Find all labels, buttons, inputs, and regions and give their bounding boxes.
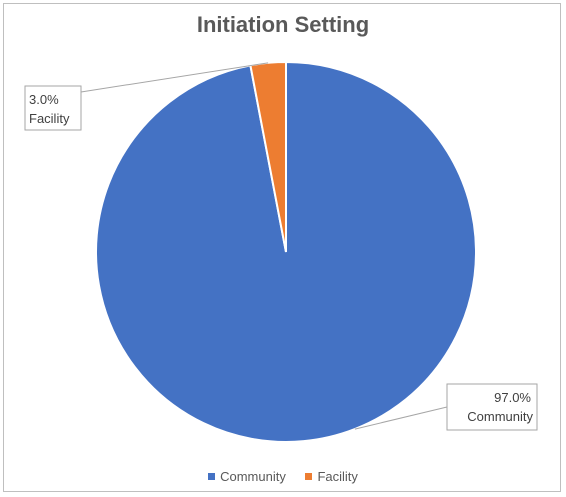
data-label-percent-community: 97.0% xyxy=(494,390,531,405)
legend-swatch-facility xyxy=(305,473,313,481)
chart-title: Initiation Setting xyxy=(196,12,370,37)
data-label-percent-facility: 3.0% xyxy=(29,92,59,107)
data-label-category-community: Community xyxy=(467,409,533,424)
data-label-box-community xyxy=(446,383,538,431)
legend-item-facility: Facility xyxy=(305,469,358,484)
legend-swatch-community xyxy=(208,473,216,481)
legend-item-community: Community xyxy=(208,469,286,484)
leader-line-community xyxy=(354,406,448,430)
legend: Community Facility xyxy=(0,469,566,484)
legend-label-community: Community xyxy=(220,469,286,484)
data-label-category-facility: Facility xyxy=(29,111,70,126)
leader-line-facility xyxy=(80,62,269,93)
legend-label-facility: Facility xyxy=(317,469,358,484)
data-label-box-facility xyxy=(24,85,82,131)
